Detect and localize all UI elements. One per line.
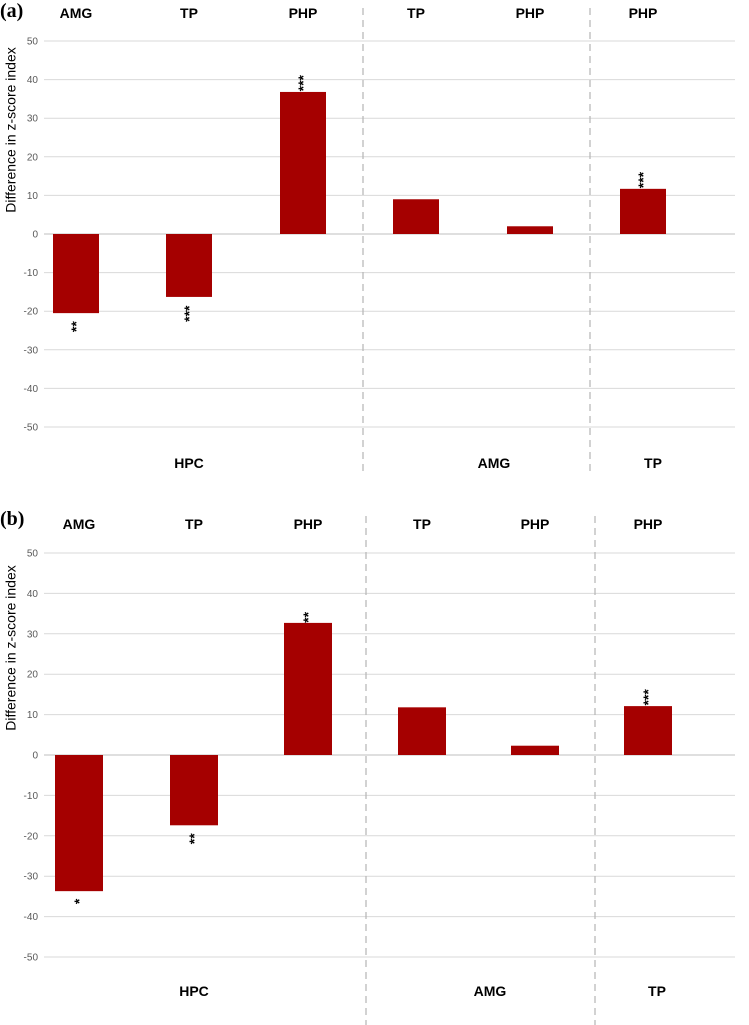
y-tick-label: -20 bbox=[24, 831, 39, 842]
bar bbox=[624, 706, 672, 755]
panel-label-b: (b) bbox=[0, 508, 25, 530]
category-label: TP bbox=[413, 516, 431, 532]
category-label: AMG bbox=[60, 5, 93, 21]
bar bbox=[166, 234, 212, 297]
group-label: AMG bbox=[478, 455, 511, 471]
y-tick-label: -30 bbox=[24, 345, 39, 356]
category-label: TP bbox=[185, 516, 203, 532]
bar bbox=[53, 234, 99, 314]
y-tick-label: 20 bbox=[27, 670, 39, 681]
y-tick-label: -40 bbox=[24, 912, 39, 923]
group-label: AMG bbox=[474, 983, 507, 999]
bar bbox=[507, 226, 553, 234]
significance-label: *** bbox=[640, 689, 656, 706]
chart-panel-a: (a) -50 -40 -30 -20 -10 0 10 20 30 40 50 Difference… bbox=[0, 0, 749, 490]
y-axis-label: Difference in z-score index bbox=[3, 47, 19, 212]
bar bbox=[55, 755, 103, 892]
bar bbox=[170, 755, 218, 826]
y-tick-label: 10 bbox=[27, 191, 39, 202]
significance-label: ** bbox=[300, 611, 316, 622]
significance-label: ** bbox=[186, 833, 202, 844]
bar bbox=[393, 199, 439, 234]
bar bbox=[620, 188, 666, 234]
bar bbox=[280, 91, 326, 235]
category-label: TP bbox=[180, 5, 198, 21]
chart-b-svg: -50 -40 -30 -20 -10 0 10 20 30 40 50 Difference in … bbox=[3, 516, 735, 1025]
significance-label: * bbox=[71, 898, 87, 904]
significance-label: *** bbox=[295, 74, 311, 91]
category-label: PHP bbox=[629, 5, 658, 21]
category-label: PHP bbox=[289, 5, 318, 21]
y-tick-label: 50 bbox=[27, 549, 39, 560]
group-label: HPC bbox=[174, 455, 204, 471]
y-tick-label: -20 bbox=[24, 307, 39, 318]
bar bbox=[511, 745, 559, 755]
category-label: TP bbox=[407, 5, 425, 21]
group-label: TP bbox=[648, 983, 666, 999]
y-tick-label: -50 bbox=[24, 953, 39, 964]
y-tick-label: 20 bbox=[27, 152, 39, 163]
y-tick-label: -40 bbox=[24, 384, 39, 395]
y-tick-label: 0 bbox=[32, 751, 38, 762]
category-label: PHP bbox=[516, 5, 545, 21]
significance-label: *** bbox=[635, 171, 651, 188]
chart-a-svg: -50 -40 -30 -20 -10 0 10 20 30 40 50 Difference in … bbox=[3, 5, 735, 472]
group-label: TP bbox=[644, 455, 662, 471]
chart-panel-b: (b) -50 -40 -30 -20 -10 0 10 20 30 40 50 Difference… bbox=[0, 508, 749, 1025]
bar bbox=[284, 622, 332, 755]
category-label: AMG bbox=[63, 516, 96, 532]
significance-label: *** bbox=[181, 305, 197, 322]
bar bbox=[398, 707, 446, 755]
y-tick-label: 30 bbox=[27, 629, 39, 640]
significance-label: ** bbox=[68, 321, 84, 332]
y-tick-label: 40 bbox=[27, 589, 39, 600]
y-tick-label: -50 bbox=[24, 423, 39, 434]
category-label: PHP bbox=[521, 516, 550, 532]
category-label: PHP bbox=[294, 516, 323, 532]
y-tick-label: -10 bbox=[24, 268, 39, 279]
y-tick-label: 30 bbox=[27, 114, 39, 125]
group-label: HPC bbox=[179, 983, 209, 999]
y-tick-label: 10 bbox=[27, 710, 39, 721]
y-tick-label: -10 bbox=[24, 791, 39, 802]
y-axis-label: Difference in z-score index bbox=[3, 565, 19, 730]
category-label: PHP bbox=[634, 516, 663, 532]
y-tick-label: 50 bbox=[27, 37, 39, 48]
y-tick-label: 40 bbox=[27, 75, 39, 86]
y-tick-label: -30 bbox=[24, 872, 39, 883]
panel-label-a: (a) bbox=[0, 0, 24, 22]
y-tick-label: 0 bbox=[32, 230, 38, 241]
